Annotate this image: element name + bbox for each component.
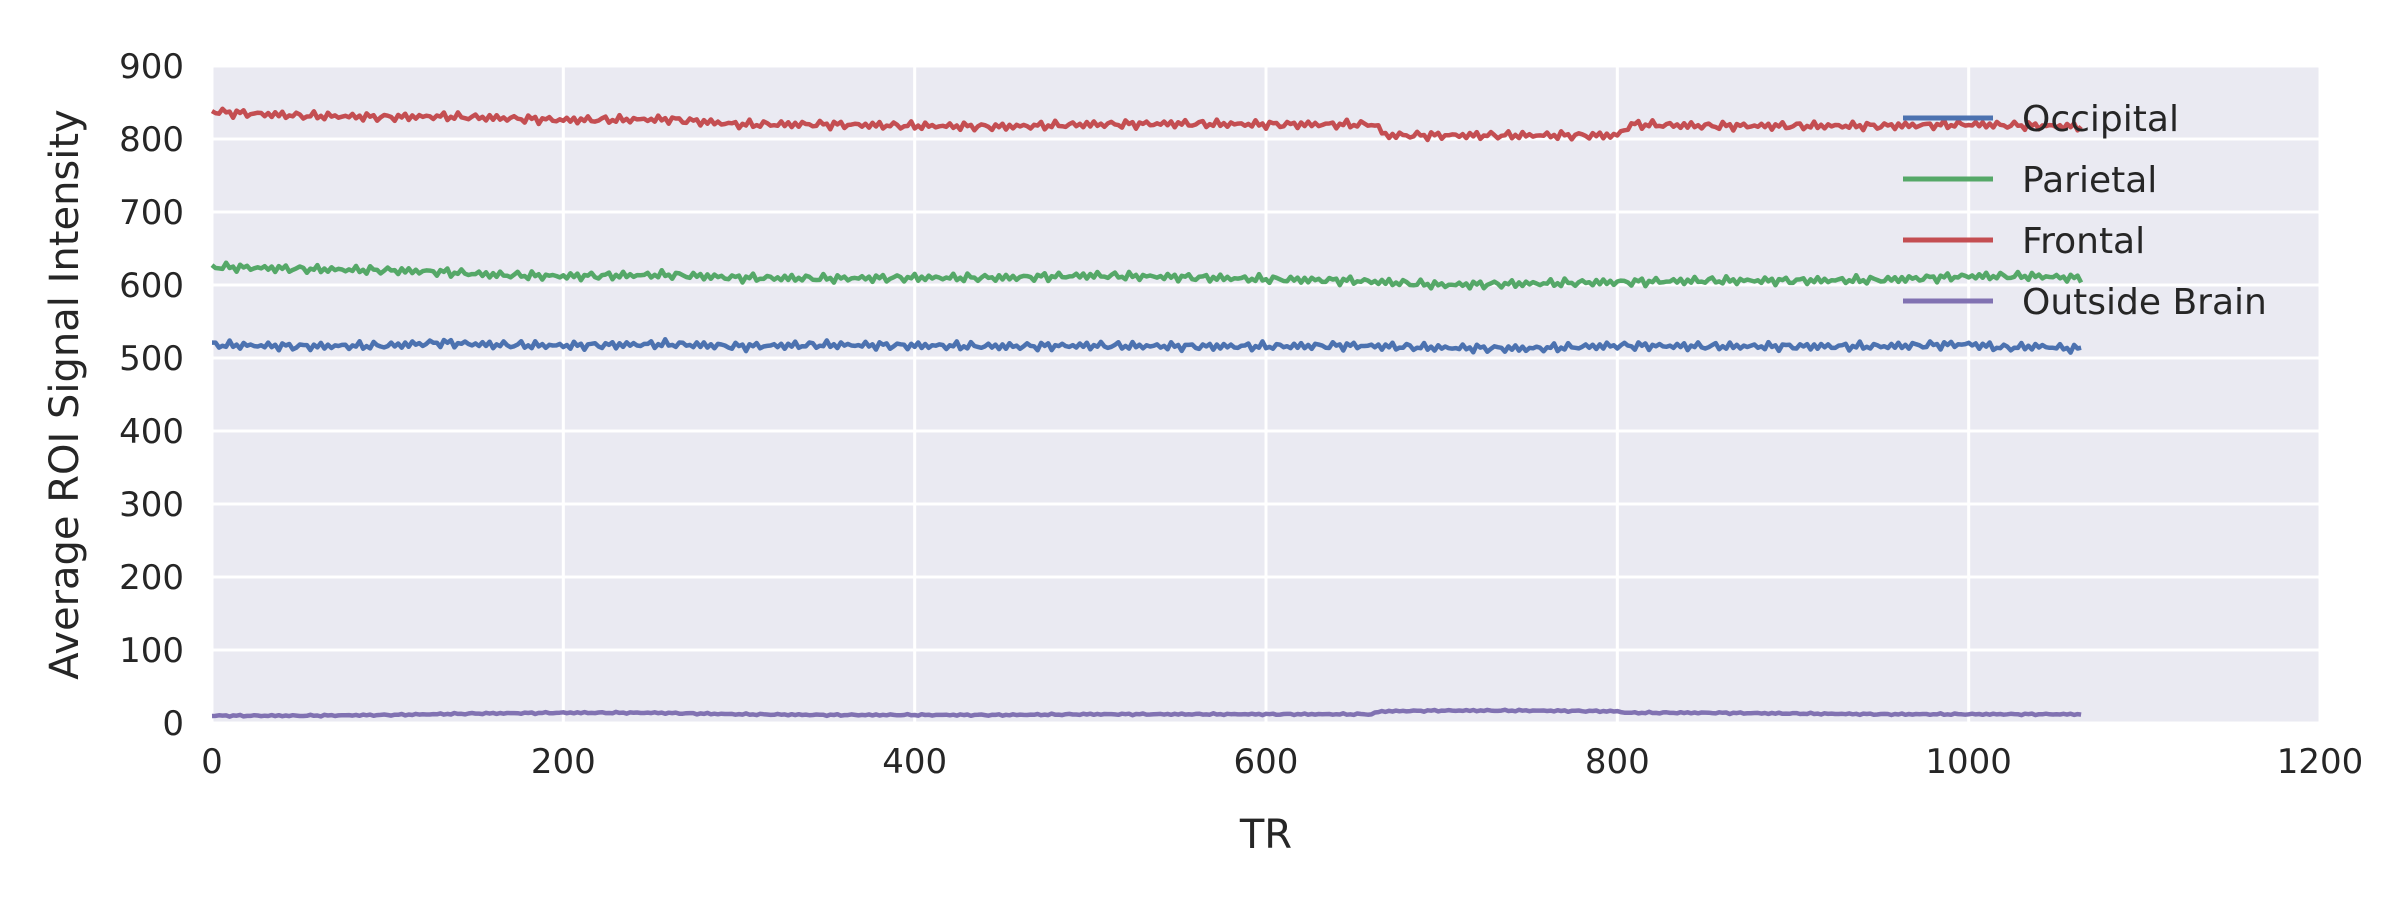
y-tick-label: 400	[119, 412, 184, 452]
y-tick-label: 600	[119, 266, 184, 306]
legend: Occipital Parietal Frontal Outside Brain	[1903, 99, 2267, 323]
y-tick-label: 500	[119, 339, 184, 379]
y-tick-label: 900	[119, 47, 184, 87]
x-axis-ticks: 0 200 400 600 800 1000 1200	[201, 742, 2363, 782]
x-tick-label: 1000	[1925, 742, 2012, 782]
legend-label-occipital: Occipital	[2022, 99, 2179, 140]
y-axis-label: Average ROI Signal Intensity	[42, 109, 88, 679]
y-tick-label: 800	[119, 120, 184, 160]
y-tick-label: 200	[119, 558, 184, 598]
legend-label-parietal: Parietal	[2022, 160, 2157, 201]
grid-lines	[210, 64, 2322, 725]
y-tick-label: 0	[162, 704, 184, 744]
series-line-outside-brain	[211, 707, 2082, 719]
legend-label-frontal: Frontal	[2022, 221, 2145, 262]
x-tick-label: 200	[531, 742, 596, 782]
x-tick-label: 0	[201, 742, 223, 782]
x-tick-label: 800	[1585, 742, 1650, 782]
series-line-occipital	[212, 337, 2082, 355]
x-axis-label: TR	[1239, 812, 1292, 858]
y-tick-label: 100	[119, 631, 184, 671]
y-tick-label: 700	[119, 193, 184, 233]
legend-label-outside-brain: Outside Brain	[2022, 282, 2267, 323]
series-lines	[210, 106, 2084, 719]
x-tick-label: 400	[882, 742, 947, 782]
x-tick-label: 1200	[2277, 742, 2364, 782]
series-line-parietal	[210, 260, 2084, 291]
y-tick-label: 300	[119, 485, 184, 525]
x-tick-label: 600	[1234, 742, 1299, 782]
series-line-frontal	[210, 106, 2083, 143]
y-axis-ticks: 0 100 200 300 400 500 600 700 800 900	[119, 47, 184, 744]
